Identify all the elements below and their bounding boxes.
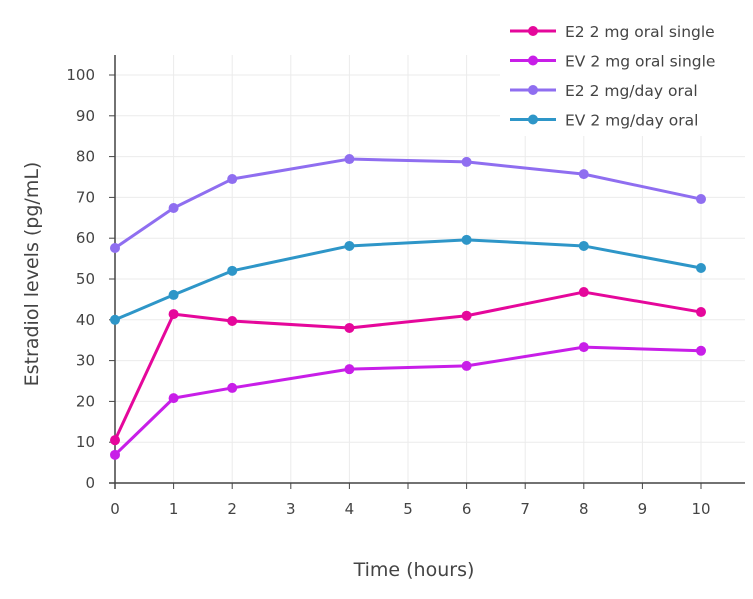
y-tick-label: 0 (85, 474, 95, 492)
y-tick-label: 60 (76, 229, 95, 247)
x-tick-label: 2 (227, 500, 237, 518)
series-3 (110, 234, 706, 325)
data-point (461, 156, 472, 167)
data-point (168, 203, 179, 214)
series-2 (110, 154, 706, 253)
x-tick-label: 10 (691, 500, 710, 518)
legend-background (500, 14, 745, 136)
x-tick-label: 7 (520, 500, 530, 518)
data-point (461, 234, 472, 245)
legend-swatch-marker (528, 55, 538, 66)
x-axis-title: Time (hours) (353, 559, 475, 581)
series-layer (110, 154, 706, 460)
x-tick-label: 0 (110, 500, 120, 518)
x-tick-label: 9 (638, 500, 648, 518)
y-tick-label: 50 (76, 270, 95, 288)
data-point (227, 174, 238, 185)
data-point (461, 310, 472, 321)
data-point (344, 154, 355, 165)
y-tick-label: 20 (76, 392, 95, 410)
data-point (110, 314, 120, 325)
data-point (110, 435, 120, 446)
y-tick-label: 70 (76, 188, 95, 206)
data-point (344, 364, 355, 375)
legend-label: E2 2 mg/day oral (565, 82, 698, 100)
y-tick-label: 90 (76, 107, 95, 125)
y-tick-label: 40 (76, 311, 95, 329)
data-point (168, 289, 179, 300)
x-tick-label: 6 (462, 500, 472, 518)
legend-swatch-marker (528, 26, 538, 36)
data-point (578, 342, 589, 353)
x-tick-label: 4 (345, 500, 355, 518)
legend-swatch-marker (528, 85, 538, 95)
data-point (578, 287, 589, 298)
data-point (696, 345, 706, 356)
data-point (168, 393, 179, 404)
data-point (227, 265, 238, 276)
legend-label: EV 2 mg oral single (565, 53, 715, 71)
data-point (110, 449, 120, 460)
data-point (344, 322, 355, 333)
y-tick-label: 80 (76, 148, 95, 166)
legend-item[interactable]: E2 2 mg/day oral (510, 82, 698, 100)
legend: E2 2 mg oral single EV 2 mg oral single E2… (500, 14, 745, 136)
legend-label: E2 2 mg oral single (565, 23, 715, 41)
legend-item[interactable]: E2 2 mg oral single (510, 23, 715, 41)
x-tick-label: 1 (169, 500, 179, 518)
legend-item[interactable]: EV 2 mg oral single (510, 53, 715, 71)
x-tick-label: 5 (403, 500, 413, 518)
legend-swatch-marker (528, 114, 538, 125)
legend-label: EV 2 mg/day oral (565, 112, 698, 130)
data-point (461, 360, 472, 371)
y-tick-label: 30 (76, 352, 95, 370)
data-point (578, 169, 589, 180)
data-point (344, 240, 355, 251)
data-point (227, 382, 238, 393)
x-tick-label: 3 (286, 500, 296, 518)
series-0 (110, 287, 706, 446)
data-point (696, 262, 706, 273)
data-point (227, 316, 238, 327)
y-axis-title: Estradiol levels (pg/mL) (21, 162, 43, 387)
data-point (578, 240, 589, 251)
data-point (696, 194, 706, 205)
y-tick-label: 10 (76, 433, 95, 451)
x-tick-label: 8 (579, 500, 589, 518)
data-point (110, 242, 120, 253)
series-1 (110, 342, 706, 460)
y-tick-label: 100 (66, 66, 95, 84)
legend-item[interactable]: EV 2 mg/day oral (510, 112, 698, 130)
data-point (696, 307, 706, 318)
data-point (168, 309, 179, 320)
